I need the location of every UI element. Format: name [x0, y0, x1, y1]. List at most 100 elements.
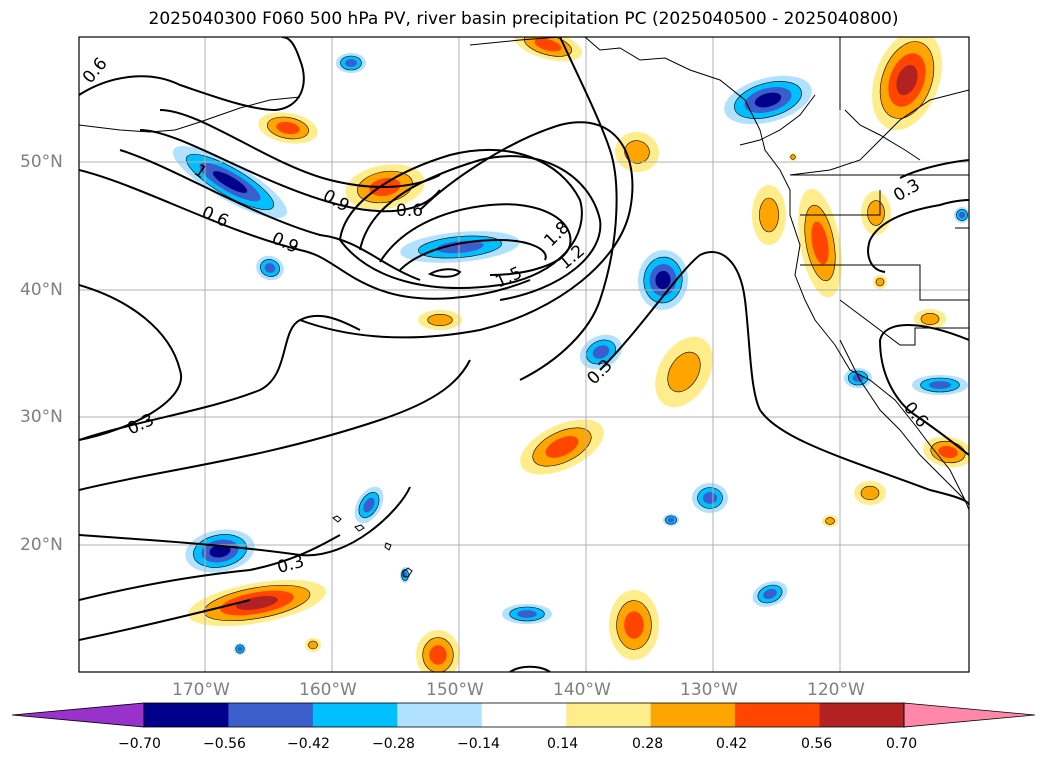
precip-level [825, 517, 835, 525]
colorbar-segment [650, 703, 736, 727]
coastlines [79, 37, 969, 511]
colorbar-tick-label: 0.14 [547, 736, 579, 752]
precip-blob [400, 567, 410, 583]
precip-blob [912, 375, 968, 395]
precip-blob [234, 643, 246, 655]
colorbar-segment [397, 703, 483, 727]
lon-label-150w: 150°W [426, 680, 484, 700]
precip-level [896, 64, 918, 96]
precip-blob [854, 481, 886, 505]
precip-blob [822, 515, 838, 527]
precip-blob [798, 188, 842, 298]
precip-level [867, 200, 885, 226]
lon-label-120w: 120°W [807, 680, 865, 700]
precip-level [790, 154, 796, 160]
colorbar-tick-label: −0.56 [203, 736, 246, 752]
precip-level [363, 497, 375, 513]
precip-level [860, 485, 880, 501]
precip-level [852, 374, 864, 382]
colorbar-segment [312, 703, 398, 727]
precip-blob [844, 368, 872, 388]
precip-level [436, 240, 484, 254]
precip-blob [520, 419, 604, 475]
lon-label-140w: 140°W [553, 680, 611, 700]
lat-label-20n: 20°N [20, 535, 63, 555]
pv-contours [79, 37, 969, 672]
precip-blob [513, 37, 583, 62]
precip-blob [579, 334, 623, 370]
colorbar-tick-label: −0.28 [372, 736, 415, 752]
precip-level [929, 381, 951, 389]
lon-label-130w: 130°W [680, 680, 738, 700]
lat-label-30n: 30°N [20, 407, 63, 427]
colorbar-tick-label: 0.56 [801, 736, 833, 752]
precip-blob [305, 638, 321, 652]
precip-level [264, 263, 276, 273]
precip-blob [663, 514, 679, 526]
map-frame [78, 36, 970, 673]
precip-blob [172, 145, 288, 219]
precip-blob [873, 275, 887, 289]
precip-blob [187, 579, 327, 627]
precip-level [209, 544, 231, 558]
colorbar-tick-label: 0.42 [716, 736, 748, 752]
colorbar-tick-label: −0.70 [118, 736, 161, 752]
colorbar-segment [144, 703, 229, 727]
precip-blob [637, 250, 689, 310]
precip-blob [752, 581, 788, 607]
precip-blob [752, 185, 786, 245]
colorbar-tick-label: −0.42 [287, 736, 330, 752]
colorbar-extend-high [903, 702, 1036, 728]
precip-blob [692, 483, 728, 513]
precip-level [938, 445, 958, 459]
precip-level [811, 221, 829, 265]
precip-blob [789, 153, 797, 161]
precip-level [754, 92, 782, 108]
precip-level [345, 59, 357, 67]
contour-label: 0.6 [396, 201, 423, 221]
precip-level [624, 611, 644, 639]
precip-level [759, 197, 779, 233]
precip-blob [336, 53, 366, 73]
precip-blob [609, 590, 659, 660]
precip-level [655, 270, 671, 290]
precip-level [237, 646, 243, 652]
precip-blob [914, 309, 946, 329]
precip-level [667, 517, 675, 523]
colorbar [11, 702, 1036, 728]
precip-level [308, 640, 318, 650]
colorbar-extend-low [11, 702, 145, 728]
precip-blob [724, 75, 812, 125]
precip-level [427, 313, 453, 326]
precip-level [534, 38, 562, 52]
precip-blob [258, 112, 318, 144]
precip-level [702, 492, 718, 504]
precip-blob [418, 310, 462, 330]
precip-level [875, 277, 885, 287]
colorbar-segment [735, 703, 820, 727]
precip-blob [655, 336, 713, 408]
precip-level [403, 571, 407, 579]
precip-level [763, 588, 777, 600]
lat-label-40n: 40°N [20, 280, 63, 300]
precip-blob [416, 630, 460, 672]
colorbar-tick-label: 0.28 [632, 736, 664, 752]
precip-level [276, 121, 300, 135]
hawaii-islands [332, 515, 413, 578]
colorbar-segment [566, 703, 652, 727]
precip-blob [861, 191, 891, 235]
precip-blob [872, 37, 942, 131]
precip-level [517, 610, 537, 618]
precip-blob [256, 255, 284, 281]
precip-level [545, 436, 579, 458]
precip-blob [954, 207, 969, 223]
precip-blob [502, 604, 552, 624]
precip-level [429, 645, 447, 665]
lat-label-50n: 50°N [20, 152, 63, 172]
precip-blob [354, 486, 384, 524]
precip-level [920, 312, 940, 325]
precip-level [667, 351, 701, 393]
colorbar-segment [819, 703, 905, 727]
colorbar-tick-label: −0.14 [457, 736, 500, 752]
